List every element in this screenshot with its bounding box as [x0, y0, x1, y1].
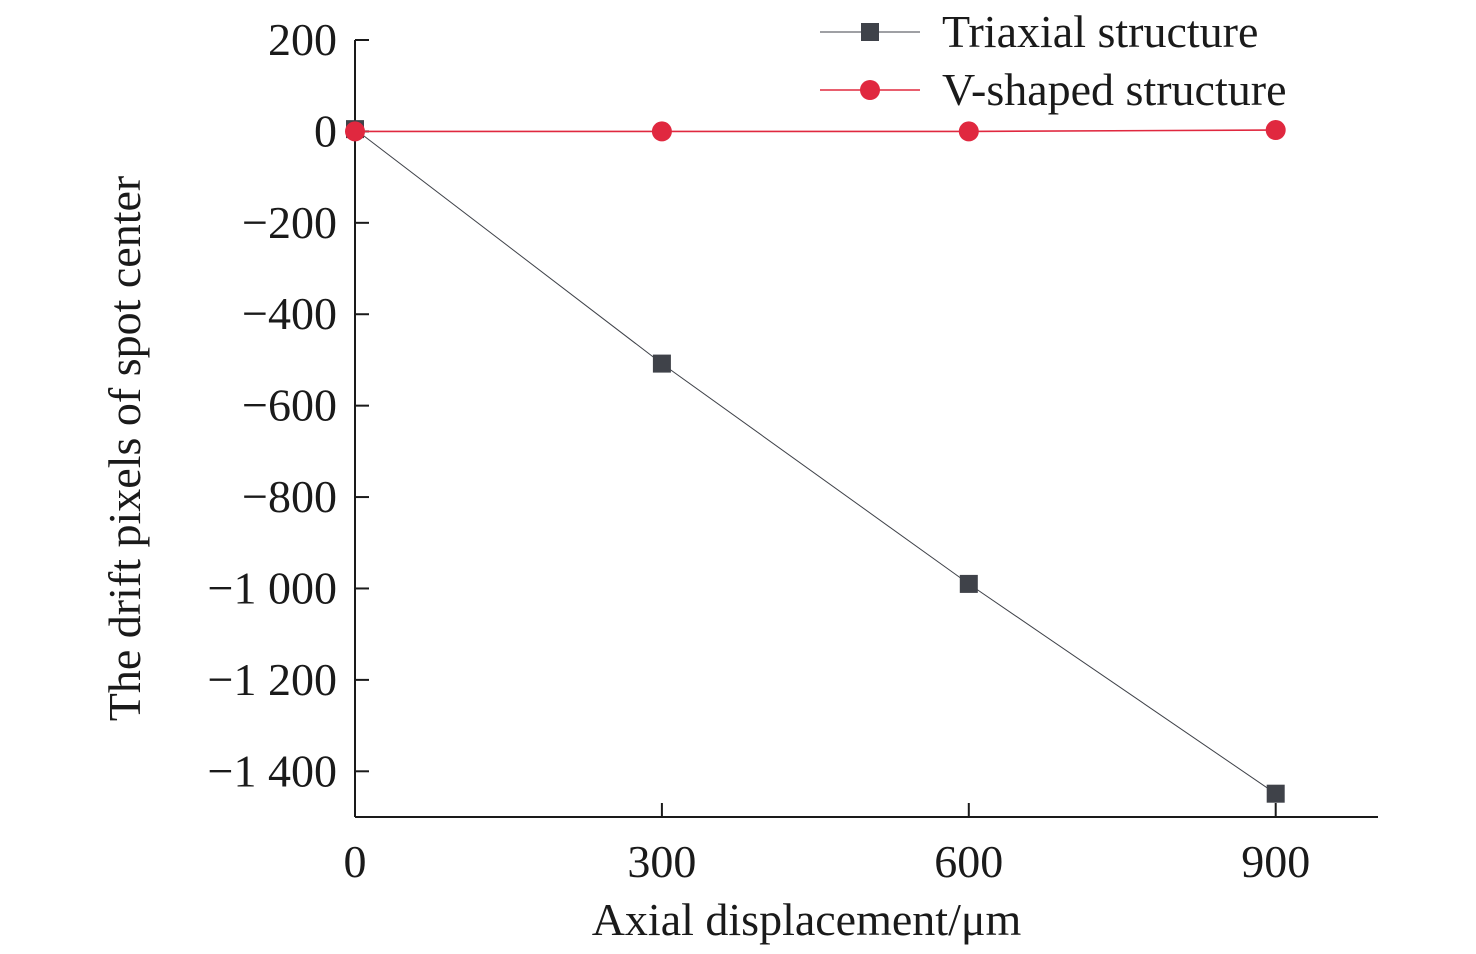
legend-marker [860, 80, 880, 100]
y-tick-label: −600 [242, 380, 337, 431]
data-point-circle [651, 121, 672, 142]
series-line [355, 129, 1276, 133]
y-tick-label: −1 200 [208, 654, 337, 705]
data-point-circle [345, 121, 365, 142]
legend-item: Triaxial structure [820, 6, 1258, 57]
legend-label: V-shaped structure [942, 64, 1286, 115]
legend-item: V-shaped structure [820, 64, 1286, 115]
series-layer [345, 120, 1286, 803]
data-point-circle [958, 121, 979, 142]
x-tick-label: 900 [1241, 836, 1310, 887]
x-tick-label: 0 [344, 836, 367, 887]
y-tick-label: 200 [268, 14, 337, 65]
y-axis-title: The drift pixels of spot center [99, 176, 150, 721]
x-tick-label: 600 [934, 836, 1003, 887]
legend-marker [861, 23, 879, 41]
data-point-square [1266, 784, 1285, 803]
series-line [354, 128, 1276, 795]
y-tick-label: −800 [242, 471, 337, 522]
legend: Triaxial structure V-shaped structure [820, 6, 1286, 115]
y-tick-label: 0 [314, 105, 337, 156]
data-point-circle [1265, 120, 1286, 141]
y-tick-label: −1 000 [208, 562, 337, 613]
series-1 [345, 120, 1286, 142]
x-axis-title: Axial displacement/μm [592, 894, 1022, 945]
y-tick-label: −400 [242, 288, 337, 339]
y-tick-label: −1 400 [208, 745, 337, 796]
data-point-square [959, 574, 978, 593]
series-0 [346, 120, 1285, 803]
y-tick-label: −200 [242, 197, 337, 248]
x-tick-label: 300 [627, 836, 696, 887]
legend-label: Triaxial structure [942, 6, 1258, 57]
data-point-square [652, 354, 671, 373]
